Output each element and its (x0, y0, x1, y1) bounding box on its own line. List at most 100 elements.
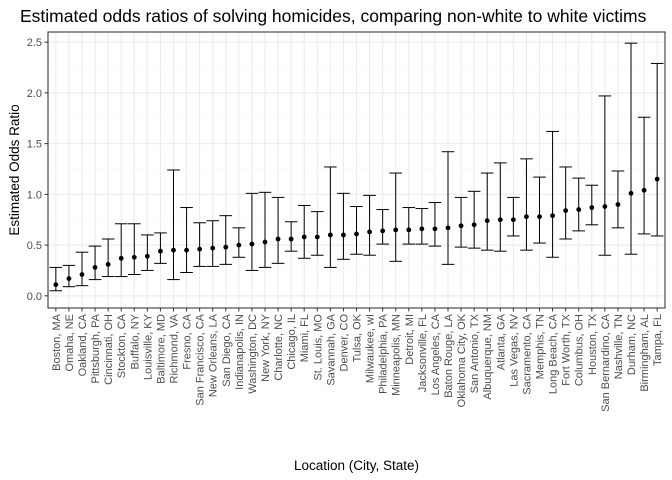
error-bar (127, 223, 141, 276)
data-point (589, 205, 595, 210)
error-bar (258, 191, 272, 268)
error-bar (49, 266, 63, 292)
x-tick-label: San Antonio, TX (469, 313, 481, 393)
y-tick-label: 2.5 (27, 37, 42, 49)
data-point (158, 248, 163, 254)
error-bar (624, 42, 638, 255)
x-tick-label: Columbus, OH (574, 314, 586, 386)
data-point (144, 253, 150, 259)
error-bar (141, 234, 154, 271)
error-bar (101, 238, 115, 278)
data-point (79, 272, 85, 277)
x-tick-label: Sacramento, CA (521, 313, 533, 394)
major-gridlines (48, 32, 665, 308)
error-bar (559, 166, 572, 240)
error-bar (402, 207, 416, 245)
x-tick-label: Stockton, CA (116, 313, 128, 378)
y-tick-label: 0.0 (27, 291, 42, 303)
x-tick-label: Savannah, GA (325, 313, 337, 385)
data-point (341, 232, 346, 238)
x-tick-label: Tampa, FL (652, 314, 664, 366)
x-tick-label: Atlanta, GA (495, 313, 507, 370)
x-tick-label: New York, NY (260, 313, 272, 382)
error-bar (520, 158, 533, 251)
x-tick-label: Baltimore, MD (155, 314, 167, 384)
x-tick-label: Miami, FL (299, 314, 311, 362)
error-bar (167, 169, 180, 281)
x-tick-label: Omaha, NE (64, 314, 76, 371)
data-point (249, 241, 255, 247)
error-bar (598, 95, 612, 256)
error-bar (297, 205, 311, 259)
error-bar (493, 162, 507, 252)
error-bar (533, 176, 546, 244)
error-bar (219, 215, 233, 265)
x-tick-label: Long Beach, CA (548, 313, 560, 394)
error-bar (467, 190, 481, 249)
x-tick-label: Houston, TX (587, 313, 599, 375)
error-bar (507, 196, 520, 237)
y-tick-label: 1.0 (27, 189, 42, 201)
data-point (615, 202, 621, 207)
x-tick-label: Detroit, MI (404, 314, 416, 365)
data-point (118, 255, 124, 261)
x-tick-label: Philadelphia, PA (378, 313, 390, 394)
data-point (223, 244, 229, 250)
data-point (471, 222, 477, 228)
x-tick-label: Boston, MA (51, 313, 63, 371)
x-tick-label: Cincinnati, OH (103, 314, 115, 385)
x-tick-label: Las Vegas, NV (508, 313, 520, 386)
data-point (131, 254, 137, 260)
data-point (628, 190, 634, 196)
error-bar (88, 245, 102, 281)
data-point (406, 227, 412, 233)
data-point (393, 227, 399, 233)
data-point (537, 214, 542, 220)
error-bar (376, 209, 389, 245)
error-bar (585, 184, 599, 226)
error-bar (324, 166, 337, 268)
x-tick-label: Jacksonville, FL (417, 314, 429, 392)
data-point (327, 232, 333, 238)
error-bar (389, 172, 403, 262)
x-tick-label: Washington, DC (247, 314, 259, 394)
data-point (367, 229, 372, 235)
error-bar (454, 196, 468, 248)
data-point (458, 223, 464, 229)
data-point (236, 242, 242, 248)
data-point (602, 204, 608, 209)
x-tick-label: Indianapolis, IN (234, 314, 246, 390)
error-bar (428, 201, 442, 247)
error-bar (480, 172, 494, 251)
x-tick-label: Durham, NC (626, 314, 638, 375)
data-points (53, 176, 660, 288)
data-point (497, 217, 503, 223)
error-bar (271, 196, 285, 264)
data-point (66, 276, 72, 281)
error-bar (363, 194, 376, 256)
error-bar (206, 220, 220, 267)
error-bar (441, 151, 455, 265)
x-tick-label: Nashville, TN (613, 314, 625, 379)
y-tick-label: 2.0 (27, 88, 42, 100)
data-point (380, 228, 386, 234)
data-point (654, 176, 660, 182)
x-tick-label: Oklahoma City, OK (456, 313, 468, 407)
x-tick-label: Minneapolis, MN (391, 314, 403, 396)
error-bar (154, 232, 167, 264)
x-tick-label: Chicago, IL (286, 314, 298, 370)
error-bar (114, 223, 128, 278)
error-bar (245, 192, 259, 271)
error-bar (350, 206, 363, 255)
data-point (576, 207, 582, 212)
error-bar (180, 207, 193, 273)
x-axis-ticks: Boston, MA Omaha, NE Oakland, CA Pittsburgh… (51, 308, 664, 412)
x-tick-label: Memphis, TN (535, 314, 547, 379)
x-tick-label: Buffalo, NY (129, 313, 141, 369)
error-bar (310, 211, 324, 256)
x-tick-label: Fresno, CA (182, 313, 194, 369)
data-point (53, 282, 59, 288)
x-tick-label: Baton Rouge, LA (443, 313, 455, 397)
data-point (484, 218, 490, 224)
